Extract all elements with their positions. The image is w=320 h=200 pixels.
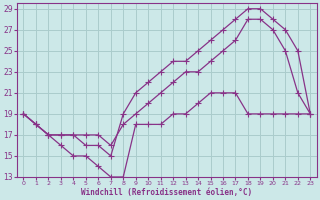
- X-axis label: Windchill (Refroidissement éolien,°C): Windchill (Refroidissement éolien,°C): [81, 188, 252, 197]
